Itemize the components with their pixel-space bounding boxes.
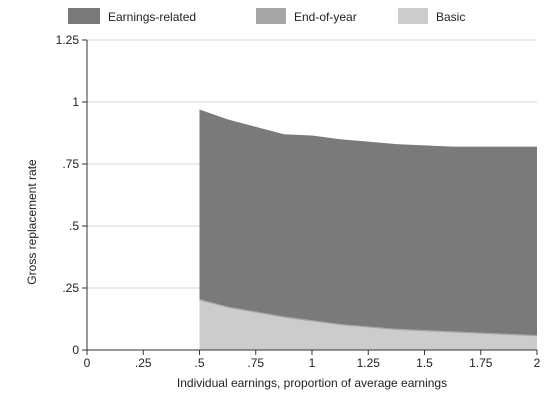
x-tick-label-25: .25 [135,356,152,370]
x-tick-label-1-5: 1.5 [416,356,433,370]
y-tick-label-75: .75 [62,157,79,171]
y-tick-label-25: .25 [62,281,79,295]
y-tick-label-1: 1 [72,95,79,109]
x-tick-label-2: 2 [534,356,541,370]
x-tick-label-1-75: 1.75 [469,356,493,370]
y-axis-ticks: 0 .25 .5 .75 1 1.25 [56,33,87,357]
legend-label-end-of-year: End-of-year [294,10,357,24]
plot-areas [199,109,537,350]
x-tick-label-75: .75 [247,356,264,370]
legend-label-earnings-related: Earnings-related [108,10,196,24]
x-tick-label-1: 1 [309,356,316,370]
area-earnings-related [199,109,537,336]
x-tick-label-0: 0 [84,356,91,370]
legend-label-basic: Basic [436,10,465,24]
y-tick-label-1-25: 1.25 [56,33,80,47]
x-tick-label-1-25: 1.25 [357,356,381,370]
y-tick-label-0: 0 [72,343,79,357]
y-tick-label-5: .5 [69,219,79,233]
area-basic [199,300,537,350]
x-axis-title: Individual earnings, proportion of avera… [177,376,447,390]
x-tick-label-5: .5 [194,356,204,370]
legend-swatch-basic [398,8,428,24]
legend-swatch-earnings-related [68,8,100,24]
x-axis-ticks: 0 .25 .5 .75 1 1.25 1.5 1.75 2 [84,350,541,370]
legend-swatch-end-of-year [256,8,286,24]
legend: Earnings-related End-of-year Basic [68,8,465,24]
y-axis-title: Gross replacement rate [25,159,39,285]
